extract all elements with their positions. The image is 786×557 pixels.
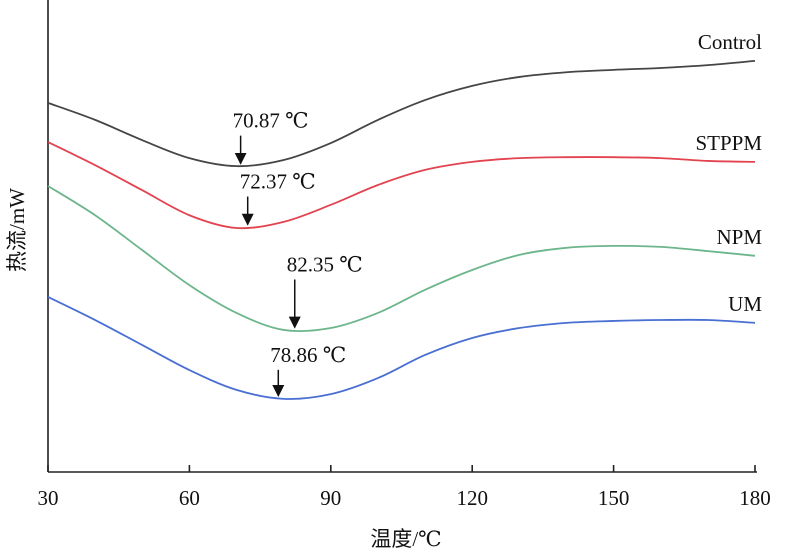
peak-label: 70.87 ℃ [233,109,309,133]
series-label: STPPM [695,131,762,155]
x-tick-label: 120 [456,486,488,510]
x-axis-label: 温度/℃ [370,527,441,551]
x-tick-label: 150 [598,486,630,510]
x-tick-label: 180 [739,486,771,510]
peak-label: 82.35 ℃ [287,252,363,276]
series-label: Control [698,30,762,54]
series-line [47,141,756,230]
series-label: UM [728,292,762,316]
series-line [47,59,756,168]
x-tick-label: 60 [179,486,200,510]
x-tick-label: 30 [38,486,59,510]
y-axis-label: 热流/mW [5,188,29,272]
peak-label: 72.37 ℃ [240,170,316,194]
series-label: NPM [716,225,762,249]
series-line [47,185,756,333]
x-tick-label: 90 [320,486,341,510]
peak-label: 78.86 ℃ [270,343,346,367]
series-line [47,296,756,400]
